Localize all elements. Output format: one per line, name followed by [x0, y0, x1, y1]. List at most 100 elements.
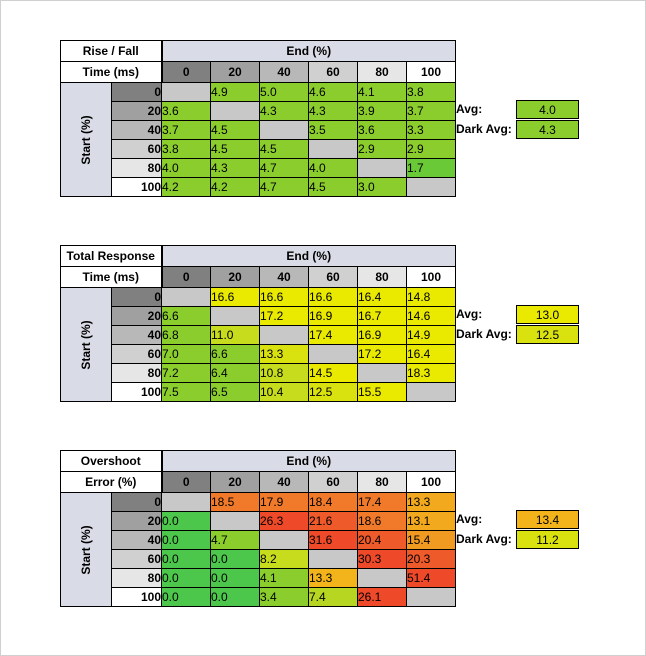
- value-cell: 0.0: [161, 549, 211, 569]
- value-cell: 4.0: [308, 158, 358, 178]
- start-row-header: 40: [111, 530, 162, 550]
- value-cell: 17.9: [259, 492, 309, 512]
- dark-avg-row: Dark Avg: 12.5: [456, 325, 596, 345]
- table-title-line2: Error (%): [60, 471, 163, 493]
- end-column-header: 100: [406, 471, 456, 493]
- end-column-header: 20: [210, 266, 260, 288]
- value-cell: 4.7: [259, 158, 309, 178]
- value-cell: 26.1: [357, 587, 407, 607]
- value-cell: 6.5: [210, 382, 260, 402]
- response-table-block: Overshoot End (%) Error (%) 0 20 40 60 80 100 Sta…: [60, 450, 640, 616]
- averages-panel: Avg: 13.0 Dark Avg: 12.5: [456, 305, 596, 345]
- avg-row: Avg: 13.4: [456, 510, 596, 530]
- avg-row: Avg: 13.0: [456, 305, 596, 325]
- end-column-header: 0: [161, 471, 211, 493]
- value-cell: [406, 587, 456, 607]
- value-cell: 4.2: [161, 177, 211, 197]
- value-cell: 4.7: [259, 177, 309, 197]
- start-row-header: 60: [111, 139, 162, 159]
- value-cell: 7.5: [161, 382, 211, 402]
- value-cell: 18.3: [406, 363, 456, 383]
- value-cell: 20.4: [357, 530, 407, 550]
- end-column-header: 0: [161, 61, 211, 83]
- end-column-header: 60: [308, 266, 358, 288]
- value-cell: 6.4: [210, 363, 260, 383]
- end-axis-label: End (%): [161, 40, 456, 62]
- value-cell: 4.2: [210, 177, 260, 197]
- averages-panel: Avg: 13.4 Dark Avg: 11.2: [456, 510, 596, 550]
- dark-avg-row: Dark Avg: 4.3: [456, 120, 596, 140]
- averages-panel: Avg: 4.0 Dark Avg: 4.3: [456, 100, 596, 140]
- start-row-header: 40: [111, 120, 162, 140]
- value-cell: 4.3: [210, 158, 260, 178]
- dark-avg-label: Dark Avg:: [456, 122, 512, 136]
- dark-avg-label: Dark Avg:: [456, 327, 512, 341]
- start-row-header: 80: [111, 568, 162, 588]
- end-column-header: 60: [308, 61, 358, 83]
- value-cell: 6.6: [210, 344, 260, 364]
- value-cell: 3.8: [406, 82, 456, 102]
- avg-row: Avg: 4.0: [456, 100, 596, 120]
- end-column-header: 40: [259, 61, 309, 83]
- value-cell: 3.7: [406, 101, 456, 121]
- value-cell: 18.6: [357, 511, 407, 531]
- start-row-header: 80: [111, 363, 162, 383]
- value-cell: [161, 82, 211, 102]
- table-title-line2: Time (ms): [60, 61, 163, 83]
- start-row-header: 0: [111, 492, 162, 512]
- end-column-header: 40: [259, 266, 309, 288]
- end-column-header: 20: [210, 471, 260, 493]
- end-column-header: 80: [357, 61, 407, 83]
- value-cell: 7.0: [161, 344, 211, 364]
- value-cell: [259, 530, 309, 550]
- value-cell: [357, 568, 407, 588]
- avg-label: Avg:: [456, 512, 483, 526]
- value-cell: 13.3: [406, 492, 456, 512]
- value-cell: 4.1: [259, 568, 309, 588]
- table-title-line1: Overshoot: [60, 450, 163, 472]
- value-cell: 4.9: [210, 82, 260, 102]
- start-axis-label: Start (%): [79, 319, 93, 370]
- value-cell: 14.9: [406, 325, 456, 345]
- avg-value: 13.4: [516, 510, 579, 529]
- value-cell: 0.0: [161, 568, 211, 588]
- value-cell: 26.3: [259, 511, 309, 531]
- response-table: Overshoot End (%) Error (%) 0 20 40 60 80 100 Sta…: [60, 450, 456, 607]
- value-cell: 0.0: [161, 511, 211, 531]
- value-cell: [308, 549, 358, 569]
- value-cell: 4.7: [210, 530, 260, 550]
- value-cell: 6.6: [161, 306, 211, 326]
- end-column-header: 20: [210, 61, 260, 83]
- value-cell: 2.9: [357, 139, 407, 159]
- value-cell: 17.4: [357, 492, 407, 512]
- value-cell: 3.9: [357, 101, 407, 121]
- start-axis-label-cell: Start (%): [60, 82, 112, 197]
- end-axis-label: End (%): [161, 245, 456, 267]
- start-axis-label-cell: Start (%): [60, 492, 112, 607]
- value-cell: 3.4: [259, 587, 309, 607]
- dark-avg-row: Dark Avg: 11.2: [456, 530, 596, 550]
- value-cell: [259, 325, 309, 345]
- value-cell: 11.0: [210, 325, 260, 345]
- value-cell: 16.6: [210, 287, 260, 307]
- value-cell: 16.9: [308, 306, 358, 326]
- start-axis-label-cell: Start (%): [60, 287, 112, 402]
- value-cell: 14.6: [406, 306, 456, 326]
- end-column-header: 80: [357, 471, 407, 493]
- value-cell: [406, 177, 456, 197]
- value-cell: 4.5: [308, 177, 358, 197]
- value-cell: 2.9: [406, 139, 456, 159]
- value-cell: 15.5: [357, 382, 407, 402]
- end-column-header: 100: [406, 61, 456, 83]
- end-column-header: 80: [357, 266, 407, 288]
- value-cell: 4.6: [308, 82, 358, 102]
- value-cell: 10.8: [259, 363, 309, 383]
- value-cell: 6.8: [161, 325, 211, 345]
- value-cell: 17.4: [308, 325, 358, 345]
- value-cell: [406, 382, 456, 402]
- avg-value: 4.0: [516, 100, 579, 119]
- avg-label: Avg:: [456, 102, 483, 116]
- value-cell: 5.0: [259, 82, 309, 102]
- value-cell: 16.6: [308, 287, 358, 307]
- value-cell: [161, 287, 211, 307]
